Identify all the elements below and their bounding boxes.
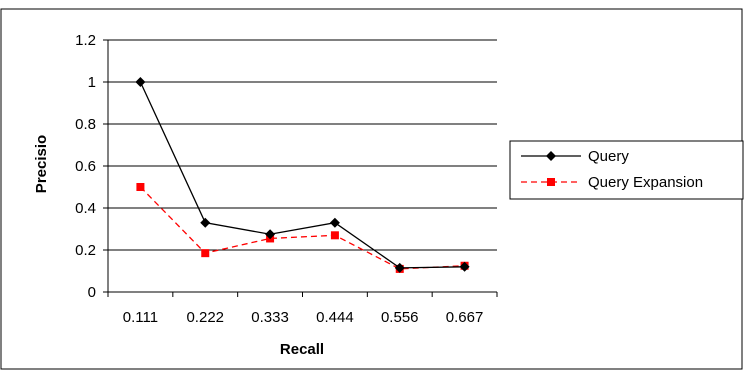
axes [103,39,498,297]
x-tick-label: 0.333 [251,309,289,326]
data-point-query-expansion [330,231,339,240]
legend-entry-query-expansion: Query Expansion [521,174,703,191]
legend-entry-query: Query [521,148,629,165]
legend-label: Query [588,148,629,165]
y-axis-title: Precisio [33,135,50,193]
data-point-query-expansion [201,249,210,258]
data-point-query [135,77,146,87]
series-line-query [139,81,465,269]
x-tick-label: 0.667 [446,309,484,326]
data-point-query [265,229,276,240]
x-tick-label: 0.111 [123,309,158,326]
legend-box [509,140,744,200]
data-point-query [200,217,211,228]
x-tick-label: 0.444 [316,309,354,326]
series-query [135,77,470,273]
y-tick-label: 0.6 [75,158,96,175]
y-tick-labels: 0 0.2 0.4 0.6 0.8 1 1.2 [75,32,96,301]
y-tick-label: 1.2 [75,32,96,49]
legend-label: Query Expansion [588,174,703,191]
y-tick-label: 0.8 [75,116,96,133]
data-point-query [394,262,405,273]
y-tick-label: 0.4 [75,200,96,217]
legend-swatch-marker [547,178,555,186]
series-layer [135,77,470,273]
data-point-query [459,261,470,272]
y-tick-label: 1 [88,74,96,91]
data-point-query [329,217,340,228]
x-tick-label: 0.222 [186,309,224,326]
y-tick-label: 0.2 [75,242,96,259]
x-tick-labels: 0.111 0.222 0.333 0.444 0.556 0.667 [123,309,484,326]
legend: Query Query Expansion [509,140,744,200]
series-line-query-expansion [139,186,465,270]
data-point-query-expansion [136,183,145,191]
legend-swatch-marker [546,151,556,161]
x-tick-label: 0.556 [381,309,419,326]
y-tick-label: 0 [88,284,96,301]
x-axis-title: Recall [280,341,324,358]
gridlines [108,39,497,251]
